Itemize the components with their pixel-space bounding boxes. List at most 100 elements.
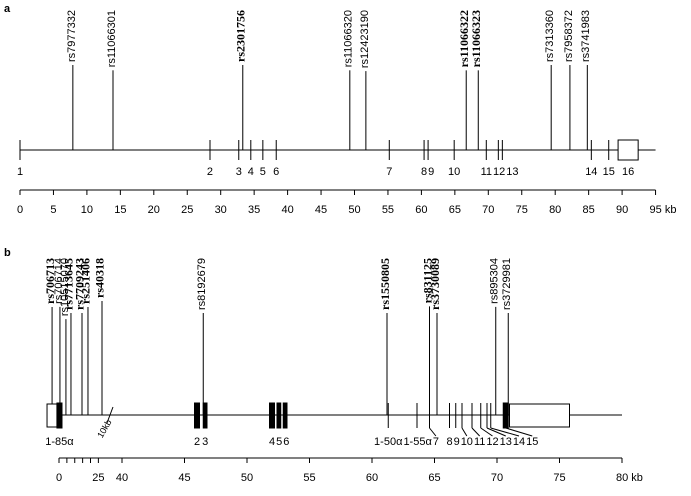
- snp-label: rs11066322: [457, 10, 471, 67]
- snp-label: rs8192679: [196, 258, 208, 310]
- exon: [269, 402, 275, 429]
- tick-label: 90: [616, 204, 628, 216]
- exon-label: 15: [526, 436, 538, 448]
- tick-label: 25: [181, 204, 193, 216]
- exon: [509, 403, 570, 428]
- exon: [502, 402, 509, 429]
- exon-label: 1: [17, 166, 23, 178]
- exon-label: 13: [500, 436, 512, 448]
- snp-label: rs7709243: [73, 258, 87, 310]
- exon-label: 1-50α: [374, 436, 403, 448]
- snp-label: rs251406: [79, 258, 93, 304]
- exon-label: 4: [269, 436, 275, 448]
- tick-label: 0: [17, 204, 23, 216]
- tick-label: 55: [382, 204, 394, 216]
- exon-label: 15: [603, 166, 615, 178]
- exon-label: 11: [481, 166, 492, 178]
- tick-label: 60: [415, 204, 427, 216]
- exon-label: 7: [386, 166, 392, 178]
- tick-label: 65: [428, 472, 440, 484]
- tick-label: 50: [348, 204, 360, 216]
- exon-label: 10: [448, 166, 460, 178]
- exon-label: 1-85α: [45, 436, 74, 448]
- tick-label: 45: [315, 204, 327, 216]
- exon: [56, 402, 63, 429]
- exon-connector: [471, 427, 481, 437]
- tick-label: 60: [366, 472, 378, 484]
- snp-label: rs11066320: [343, 10, 355, 67]
- exon-label: 3: [236, 166, 242, 178]
- exon: [617, 139, 639, 161]
- tick-label: 75: [553, 472, 565, 484]
- exon-label: 6: [283, 436, 289, 448]
- tick-label: 40: [116, 472, 128, 484]
- panel-letter: a: [4, 3, 11, 15]
- tick-label: 75: [516, 204, 528, 216]
- tick-label: 25: [92, 472, 104, 484]
- tick-label: 70: [482, 204, 494, 216]
- tick-label: 0: [56, 472, 62, 484]
- exon-connector: [480, 427, 493, 437]
- snp-label: rs12423190: [359, 10, 371, 68]
- tick-label: 30: [215, 204, 227, 216]
- exon-label: 13: [506, 166, 518, 178]
- exon-label: 2: [207, 166, 213, 178]
- exon-label: 5: [276, 436, 282, 448]
- tick-label: 55: [303, 472, 315, 484]
- snp-label: rs7977332: [66, 10, 78, 62]
- tick-label: 20: [148, 204, 160, 216]
- snp-label: rs3729981: [501, 258, 513, 310]
- exon: [276, 402, 282, 429]
- exon-connector: [505, 427, 533, 437]
- snp-label: rs706714: [53, 258, 65, 304]
- tick-label: 45: [178, 472, 190, 484]
- exon-label: 4: [248, 166, 254, 178]
- exon: [46, 403, 58, 428]
- snp-label: rs7713645: [62, 258, 76, 310]
- snp-label: rs11066323: [469, 10, 483, 67]
- tick-label: 15: [114, 204, 126, 216]
- snp-label: rs40318: [93, 258, 107, 298]
- break-mark: [106, 406, 114, 424]
- exon-label: 12: [493, 166, 505, 178]
- tick-label: 85: [583, 204, 595, 216]
- tick-label: 80 kb: [616, 472, 643, 484]
- exon-label: 6: [273, 166, 279, 178]
- exon-connector: [486, 427, 506, 437]
- tick-label: 70: [491, 472, 503, 484]
- tick-label: 50: [241, 472, 253, 484]
- snp-label: rs11066301: [106, 10, 118, 67]
- exon: [194, 402, 200, 429]
- exon-label: 12: [486, 436, 498, 448]
- snp-label: rs2301756: [234, 10, 248, 62]
- snp-label: rs3741983: [580, 10, 592, 62]
- snp-label: rs831125: [420, 258, 434, 303]
- exon-label: 14: [513, 436, 525, 448]
- snp-label: rs7958372: [563, 10, 575, 62]
- tick-label: 95 kb: [650, 204, 677, 216]
- exon-label: 9: [428, 166, 434, 178]
- tick-label: 10: [81, 204, 93, 216]
- snp-label: rs706713: [43, 258, 57, 304]
- exon-label: 7: [433, 436, 439, 448]
- exon-label: 8: [421, 166, 427, 178]
- exon-label: 11: [474, 436, 485, 448]
- tick-label: 40: [281, 204, 293, 216]
- snp-label: rs1550805: [378, 258, 392, 310]
- exon-label: 10: [461, 436, 473, 448]
- exon-label: 16: [622, 166, 634, 178]
- panel-letter: b: [4, 247, 11, 259]
- snp-label: rs3730089: [428, 258, 442, 310]
- exon-label: 1-55α: [403, 436, 432, 448]
- exon-label: 14: [585, 166, 597, 178]
- break-label: 10kb: [95, 418, 113, 440]
- exon-connector: [490, 427, 520, 437]
- exon-label: 8: [446, 436, 452, 448]
- snp-label: rs7313360: [544, 10, 556, 62]
- exon-connector: [461, 427, 468, 437]
- exon-connector: [429, 427, 437, 437]
- snp-label: rs10515070: [59, 258, 71, 316]
- tick-label: 65: [449, 204, 461, 216]
- tick-label: 35: [248, 204, 260, 216]
